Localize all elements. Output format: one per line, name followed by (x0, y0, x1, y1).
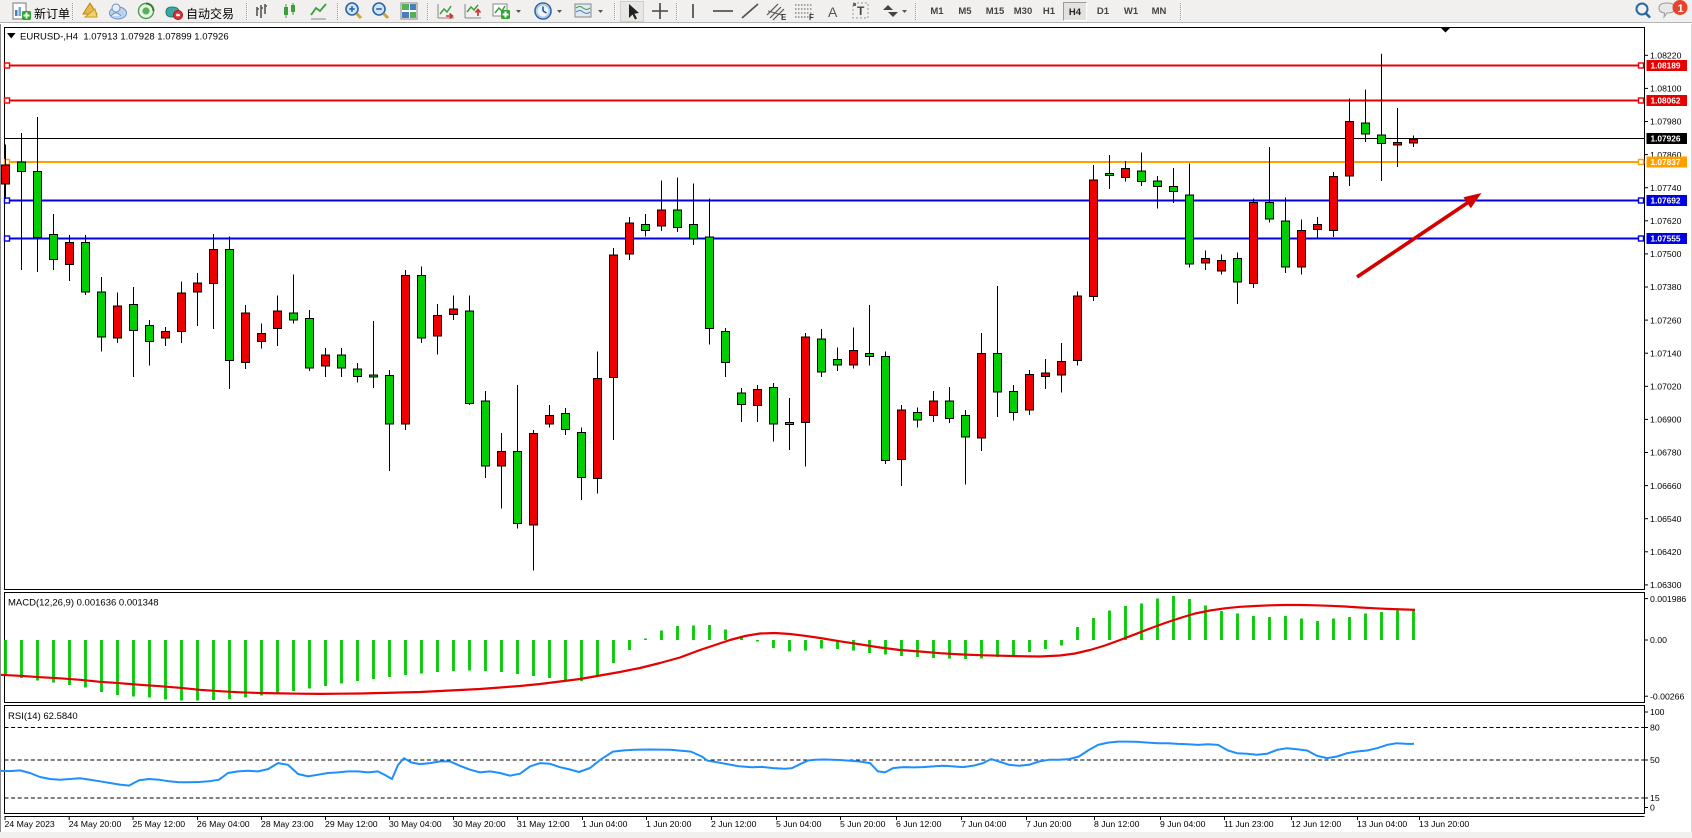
svg-text:12 Jun 12:00: 12 Jun 12:00 (1291, 819, 1341, 829)
svg-text:1.07020: 1.07020 (1650, 382, 1682, 392)
svg-text:24 May 20:00: 24 May 20:00 (69, 819, 122, 829)
svg-text:6 Jun 12:00: 6 Jun 12:00 (896, 819, 942, 829)
svg-text:50: 50 (1650, 755, 1660, 765)
svg-text:-0.00266: -0.00266 (1650, 691, 1684, 701)
svg-text:1.08220: 1.08220 (1650, 51, 1682, 61)
svg-text:1.07837: 1.07837 (1651, 157, 1681, 167)
svg-text:1.07926: 1.07926 (1651, 134, 1681, 144)
svg-text:29 May 12:00: 29 May 12:00 (325, 819, 378, 829)
svg-text:5 Jun 04:00: 5 Jun 04:00 (776, 819, 822, 829)
svg-text:1.08100: 1.08100 (1650, 84, 1682, 94)
svg-text:25 May 12:00: 25 May 12:00 (133, 819, 186, 829)
svg-text:MACD(12,26,9) 0.001636 0.00134: MACD(12,26,9) 0.001636 0.001348 (8, 598, 159, 609)
svg-text:1.06660: 1.06660 (1650, 481, 1682, 491)
svg-text:80: 80 (1650, 723, 1660, 733)
svg-text:1.07740: 1.07740 (1650, 183, 1682, 193)
svg-text:26 May 04:00: 26 May 04:00 (197, 819, 250, 829)
svg-text:7 Jun 20:00: 7 Jun 20:00 (1026, 819, 1072, 829)
svg-text:1.07692: 1.07692 (1651, 196, 1681, 206)
svg-text:1.08189: 1.08189 (1651, 61, 1681, 71)
svg-text:30 May 04:00: 30 May 04:00 (389, 819, 442, 829)
svg-text:1.06300: 1.06300 (1650, 580, 1682, 590)
svg-text:1.06540: 1.06540 (1650, 514, 1682, 524)
svg-text:1.07140: 1.07140 (1650, 348, 1682, 358)
svg-text:11 Jun 23:00: 11 Jun 23:00 (1224, 819, 1274, 829)
svg-text:13 Jun 20:00: 13 Jun 20:00 (1419, 819, 1469, 829)
svg-text:8 Jun 12:00: 8 Jun 12:00 (1094, 819, 1140, 829)
svg-text:1.07500: 1.07500 (1650, 249, 1682, 259)
svg-text:0.001986: 0.001986 (1650, 594, 1686, 604)
svg-text:1 Jun 20:00: 1 Jun 20:00 (646, 819, 692, 829)
svg-text:9 Jun 04:00: 9 Jun 04:00 (1160, 819, 1206, 829)
svg-text:1.08062: 1.08062 (1651, 96, 1681, 106)
svg-text:31 May 12:00: 31 May 12:00 (517, 819, 570, 829)
svg-text:30 May 20:00: 30 May 20:00 (453, 819, 506, 829)
svg-text:0.00: 0.00 (1650, 635, 1667, 645)
svg-text:24 May 2023: 24 May 2023 (5, 819, 55, 829)
svg-text:1.07380: 1.07380 (1650, 282, 1682, 292)
svg-text:1.07555: 1.07555 (1651, 234, 1681, 244)
svg-text:15: 15 (1650, 793, 1660, 803)
svg-text:RSI(14) 62.5840: RSI(14) 62.5840 (8, 711, 78, 722)
svg-text:100: 100 (1650, 707, 1665, 717)
svg-text:13 Jun 04:00: 13 Jun 04:00 (1357, 819, 1407, 829)
svg-text:1.07260: 1.07260 (1650, 315, 1682, 325)
svg-text:2 Jun 12:00: 2 Jun 12:00 (711, 819, 757, 829)
svg-text:0: 0 (1650, 803, 1655, 813)
svg-text:T: T (857, 4, 865, 18)
svg-text:1: 1 (1678, 3, 1684, 15)
svg-text:1.06780: 1.06780 (1650, 448, 1682, 458)
svg-text:5 Jun 20:00: 5 Jun 20:00 (840, 819, 886, 829)
svg-text:1 Jun 04:00: 1 Jun 04:00 (582, 819, 628, 829)
svg-text:1.06900: 1.06900 (1650, 415, 1682, 425)
svg-text:EURUSD-,H4 1.07913 1.07928 1.: EURUSD-,H4 1.07913 1.07928 1.07899 1.079… (20, 32, 229, 43)
svg-text:28 May 23:00: 28 May 23:00 (261, 819, 314, 829)
svg-text:1.06420: 1.06420 (1650, 547, 1682, 557)
svg-text:1.07620: 1.07620 (1650, 216, 1682, 226)
svg-text:7 Jun 04:00: 7 Jun 04:00 (961, 819, 1007, 829)
svg-text:1.07980: 1.07980 (1650, 117, 1682, 127)
svg-text:1.07860: 1.07860 (1650, 150, 1682, 160)
